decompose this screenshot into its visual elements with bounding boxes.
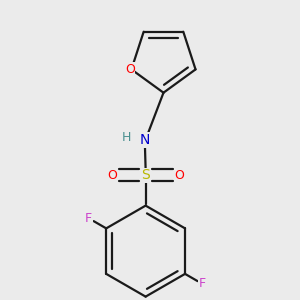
Text: H: H xyxy=(122,131,131,144)
Text: F: F xyxy=(199,278,206,290)
Text: O: O xyxy=(125,63,135,76)
Text: O: O xyxy=(107,169,117,182)
Text: O: O xyxy=(174,169,184,182)
Text: F: F xyxy=(85,212,92,225)
Text: N: N xyxy=(140,133,150,147)
Text: S: S xyxy=(141,168,150,182)
